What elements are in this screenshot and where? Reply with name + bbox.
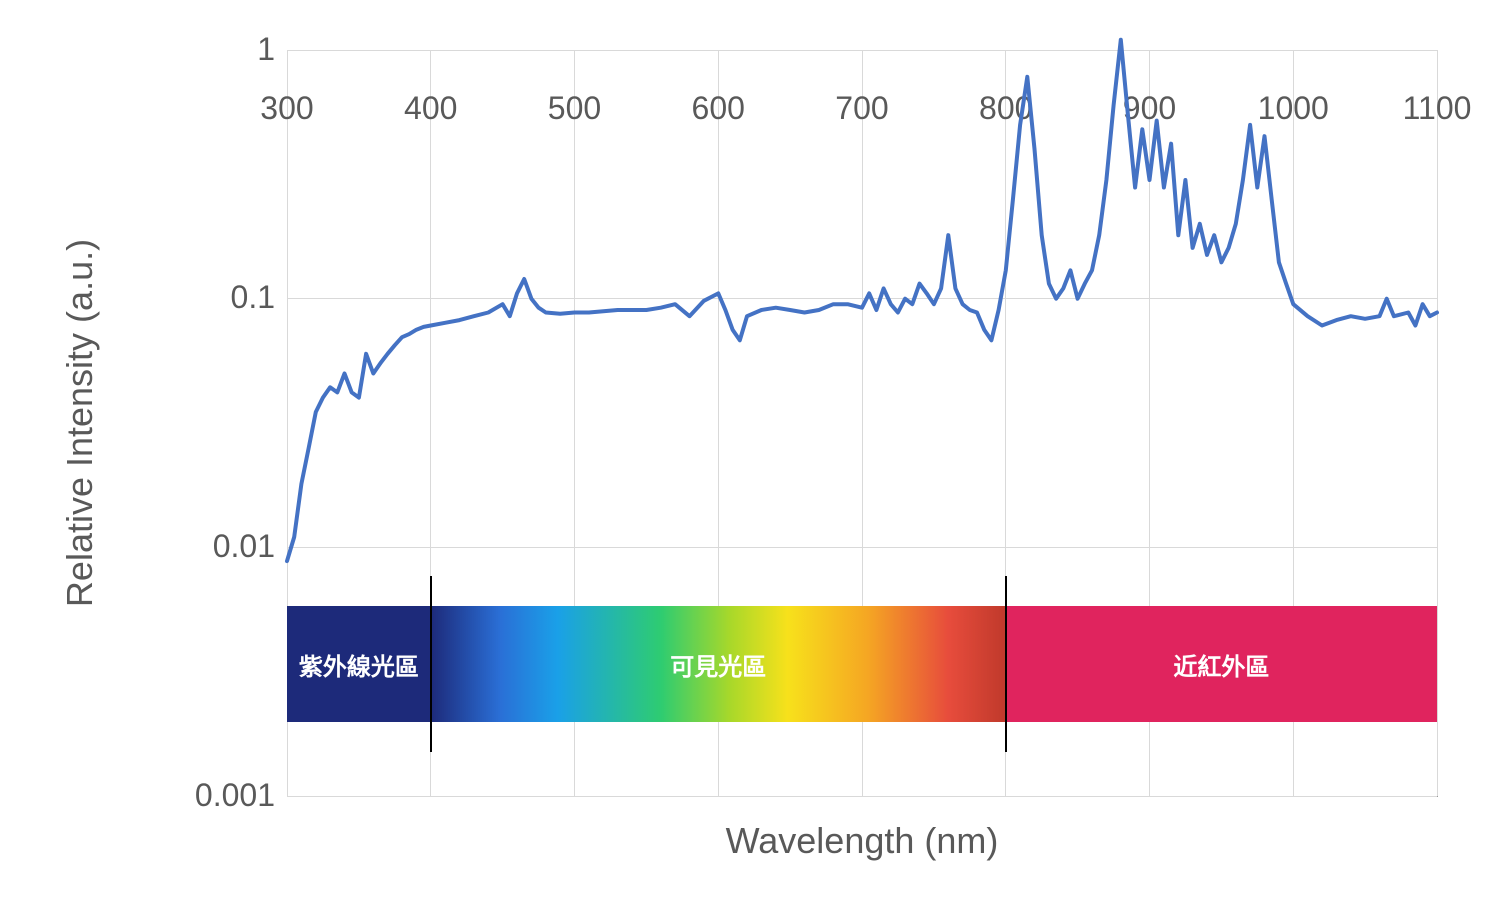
spectrum-chart: Relative Intensity (a.u.) Wavelength (nm… <box>0 0 1504 904</box>
spectrum-line <box>0 0 1504 904</box>
series-polyline <box>287 40 1437 561</box>
